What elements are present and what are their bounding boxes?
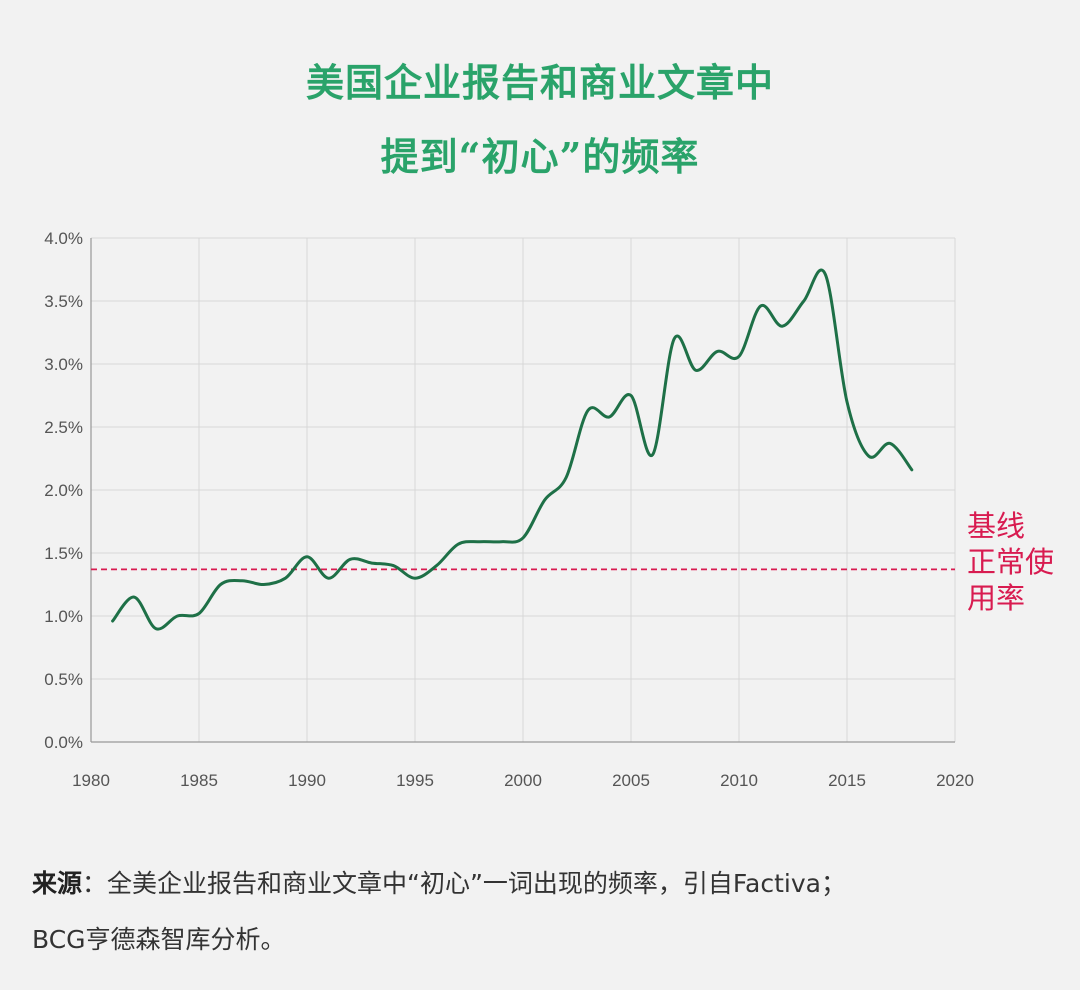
data-point — [133, 596, 135, 598]
y-tick-label: 3.0% — [44, 355, 83, 374]
data-point — [111, 620, 113, 622]
source-text-line-1: 全美企业报告和商业文章中“初心”一词出现的频率，引自Factiva； — [107, 869, 846, 898]
data-point — [587, 409, 589, 411]
chart-title-line-1: 美国企业报告和商业文章中 — [305, 60, 774, 105]
data-point — [846, 401, 848, 403]
data-point — [651, 454, 653, 456]
y-tick-label: 2.0% — [44, 481, 83, 500]
data-point — [522, 537, 524, 539]
data-point — [435, 564, 437, 566]
data-point — [911, 469, 913, 471]
data-point — [414, 577, 416, 579]
data-point — [457, 543, 459, 545]
y-tick-label: 1.0% — [44, 607, 83, 626]
source-text-line-2: BCG亨德森智库分析。 — [32, 925, 286, 954]
data-point — [608, 416, 610, 418]
source-note: 来源：全美企业报告和商业文章中“初心”一词出现的频率，引自Factiva； BC… — [32, 856, 1052, 968]
data-point — [155, 627, 157, 629]
data-point — [781, 325, 783, 327]
y-tick-label: 2.5% — [44, 418, 83, 437]
data-point — [630, 394, 632, 396]
data-point — [500, 540, 502, 542]
x-tick-label: 1980 — [72, 771, 110, 790]
data-point — [479, 540, 481, 542]
data-point — [824, 273, 826, 275]
x-tick-label: 2020 — [936, 771, 974, 790]
data-point — [219, 583, 221, 585]
data-point — [349, 558, 351, 560]
data-point — [198, 612, 200, 614]
series-line — [111, 268, 914, 631]
chart-title-line-2: 提到“初心”的频率 — [380, 134, 700, 179]
x-tick-label: 1985 — [180, 771, 218, 790]
baseline-label-line: 基线 — [967, 509, 1025, 543]
baseline-label-line: 正常使 — [967, 545, 1054, 579]
baseline-label: 基线正常使用率 — [967, 509, 1054, 615]
data-point — [738, 355, 740, 357]
data-point — [263, 583, 265, 585]
data-point — [673, 338, 675, 340]
data-point — [176, 615, 178, 617]
y-tick-label: 3.5% — [44, 292, 83, 311]
source-colon: ： — [82, 869, 108, 898]
baseline-label-line: 用率 — [967, 581, 1025, 615]
data-point — [306, 556, 308, 558]
data-point — [565, 476, 567, 478]
data-point — [889, 442, 891, 444]
x-tick-label: 1995 — [396, 771, 434, 790]
y-tick-label: 0.0% — [44, 733, 83, 752]
x-tick-label: 2010 — [720, 771, 758, 790]
data-point — [803, 300, 805, 302]
source-label: 来源 — [32, 869, 83, 898]
data-point — [695, 369, 697, 371]
data-point — [716, 350, 718, 352]
data-point — [867, 455, 869, 457]
data-point — [241, 580, 243, 582]
x-tick-label: 2005 — [612, 771, 650, 790]
y-tick-label: 4.0% — [44, 229, 83, 248]
data-point — [759, 305, 761, 307]
data-point — [284, 577, 286, 579]
data-point — [392, 564, 394, 566]
data-point — [543, 499, 545, 501]
data-point — [327, 577, 329, 579]
data-point — [371, 562, 373, 564]
y-tick-label: 0.5% — [44, 670, 83, 689]
x-tick-label: 2015 — [828, 771, 866, 790]
x-tick-label: 2000 — [504, 771, 542, 790]
x-tick-label: 1990 — [288, 771, 326, 790]
y-tick-label: 1.5% — [44, 544, 83, 563]
